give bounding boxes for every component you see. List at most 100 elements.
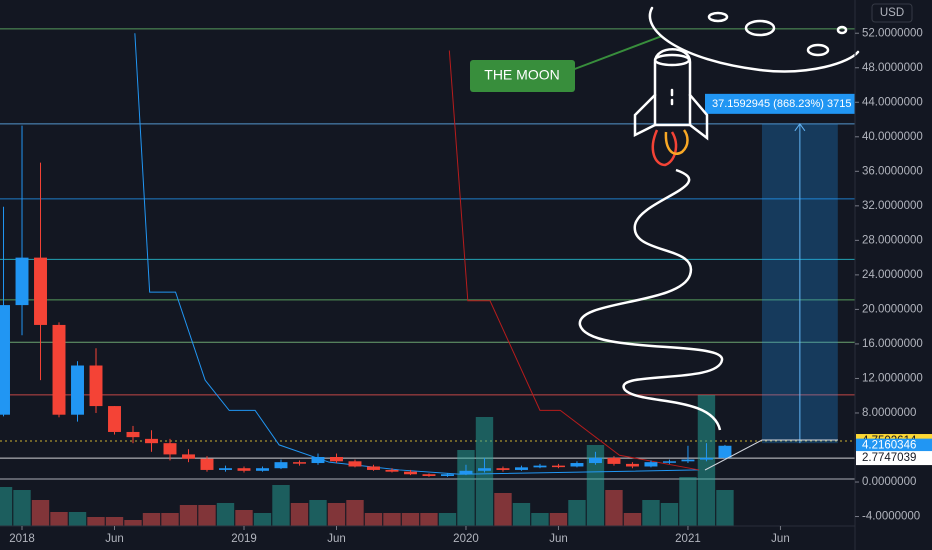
price-label: 4.2160346: [862, 440, 916, 452]
volume-bar: [401, 513, 420, 526]
volume-bar: [235, 510, 253, 526]
callout-pointer: [571, 35, 663, 71]
candle-body: [588, 457, 602, 464]
y-tick-label: 16.0000000: [862, 338, 923, 350]
volume-bar: [216, 503, 235, 526]
candle-body: [89, 365, 103, 407]
position-arrowhead: [794, 122, 806, 132]
currency: USD: [880, 7, 904, 19]
y-tick-label: 36.0000000: [862, 165, 923, 177]
candle-body: [533, 465, 547, 468]
y-tick-label: 24.0000000: [862, 269, 923, 281]
candle-body: [163, 443, 177, 455]
candle-body: [71, 365, 84, 415]
rocket-flame: [664, 129, 689, 155]
x-tick-label: 2020: [453, 533, 479, 545]
indicator-line: [134, 33, 700, 475]
volume-bar: [142, 513, 161, 526]
smoke-trail: [578, 168, 724, 431]
position-label: 37.1592945 (868.23%) 3715: [712, 98, 851, 110]
volume-bar: [642, 500, 660, 526]
currency-box[interactable]: [871, 3, 913, 23]
volume-bar: [68, 512, 87, 526]
volume-bar: [494, 493, 512, 526]
candle-body: [256, 468, 269, 471]
volume-bar: [13, 490, 31, 526]
y-tick-label: 48.0000000: [862, 62, 923, 74]
candle-body: [422, 474, 436, 476]
candle-body: [126, 431, 140, 438]
candle-body: [274, 462, 288, 469]
y-tick-label: 32.0000000: [862, 200, 923, 212]
rocket-flame: [651, 129, 678, 167]
candle-body: [496, 468, 510, 470]
volume-bar: [290, 503, 309, 526]
y-tick-label: 44.0000000: [862, 96, 923, 108]
candle-body: [330, 456, 343, 462]
candle-body: [718, 445, 732, 458]
callout-box: [470, 60, 575, 92]
volume-bar: [568, 500, 586, 526]
candle-body: [34, 257, 47, 325]
volume-bar: [531, 513, 549, 526]
volume-bar: [420, 513, 438, 526]
volume-bar: [327, 503, 346, 526]
volume-bar: [457, 450, 475, 526]
candle-body: [551, 465, 565, 468]
candle-body: [514, 467, 528, 470]
volume-bar: [364, 513, 383, 526]
x-tick-label: Jun: [549, 533, 568, 545]
x-tick-label: 2018: [9, 533, 35, 545]
volume-bar: [383, 513, 401, 526]
volume-bar: [438, 513, 457, 526]
candle-body: [237, 468, 251, 471]
volume-bar: [679, 477, 697, 526]
x-tick-label: 2021: [675, 533, 701, 545]
candle-body: [348, 461, 362, 467]
candle-body: [52, 324, 66, 415]
volume-bar: [0, 487, 13, 526]
y-tick-label: 28.0000000: [862, 234, 923, 246]
candle-body: [607, 457, 621, 464]
y-tick-label: 52.0000000: [862, 27, 923, 39]
candle-body: [293, 462, 306, 464]
volume-bar: [623, 513, 642, 526]
candle-body: [404, 471, 417, 475]
volume-bar: [198, 505, 216, 526]
candle-body: [219, 468, 232, 470]
volume-bar: [31, 500, 50, 526]
candle-body: [662, 461, 676, 463]
volume-bar: [179, 505, 198, 526]
position-label-box: [705, 93, 855, 114]
candle-body: [699, 457, 713, 460]
candle-body: [0, 305, 10, 415]
volume-bar: [105, 517, 124, 526]
volume-bar: [586, 445, 605, 526]
volume-bar: [124, 520, 142, 526]
y-tick-label: -4.0000000: [862, 511, 920, 523]
candle-body: [200, 458, 214, 470]
candle-body: [182, 454, 195, 459]
x-tick-label: Jun: [327, 533, 346, 545]
volume-bar: [253, 513, 272, 526]
candle-body: [311, 456, 325, 464]
x-tick-label: Jun: [771, 533, 790, 545]
volume-bar: [549, 513, 568, 526]
volume-bar: [660, 503, 679, 526]
indicator-line: [448, 50, 700, 471]
volume-bar: [87, 517, 105, 526]
candle-body: [625, 463, 639, 467]
price-label: 2.7747039: [862, 452, 916, 464]
candle-body: [459, 470, 473, 475]
x-tick-label: 2019: [231, 533, 257, 545]
y-tick-label: 8.0000000: [862, 407, 916, 419]
volume-bar: [512, 503, 531, 526]
price-label-box: [856, 451, 932, 466]
candle-body: [644, 462, 658, 467]
y-tick-label: 20.0000000: [862, 303, 923, 315]
candle-body: [441, 474, 454, 476]
candle-body: [478, 468, 491, 471]
volume-bar: [272, 485, 290, 526]
candle-body: [385, 469, 399, 472]
